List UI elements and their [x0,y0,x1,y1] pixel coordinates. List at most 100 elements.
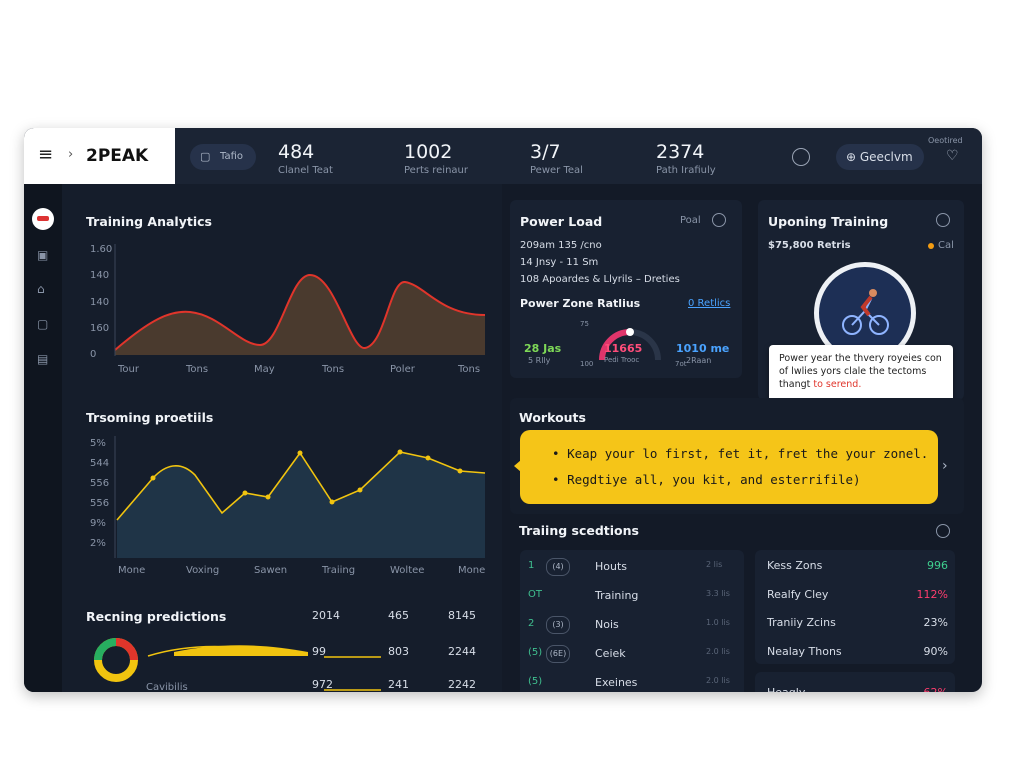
donut [94,638,138,682]
row-label: Cavibilis [146,682,188,692]
sidebar-icon[interactable]: ▤ [37,352,49,366]
right-label: 2Raan [686,356,712,365]
right-value: 1010 me [676,342,730,355]
sidebar-icon[interactable]: ⌂ [37,282,45,296]
center-label: Pedi Trooc [604,356,640,364]
x-tick-label: Mone [118,565,146,576]
info-line: 209am 135 /cno [520,240,602,251]
menu-icon[interactable]: ≡ [38,144,54,165]
zones-table-extra [755,672,955,692]
x-tick-label: May [254,364,275,375]
area-fill [115,275,485,355]
gauge [599,328,661,361]
row-name: Training [595,589,639,602]
power-load-panel: Power Load Poal 209am 135 /cno 14 Jnsy -… [510,200,742,378]
row-value: 972 [312,678,333,691]
x-tick-label: Traiing [322,565,356,576]
logo: 2PEAK [86,146,149,166]
bullet: • Regdtiye all, you kit, and esterrifile… [552,472,861,487]
x-tick-label: Tons [322,364,345,375]
info-line: 14 Jnsy - 11 Sm [520,257,599,268]
chevron: › [68,147,74,162]
stat-value: 3/7 [530,141,561,163]
points [150,449,463,505]
sidebar-icon[interactable]: ▣ [37,248,49,262]
top-icon[interactable] [792,148,810,166]
y-tick-label: 0 [90,349,97,360]
price: $75,800 Retris [768,240,851,251]
line [116,451,486,521]
row-name: Ceiek [595,647,626,660]
stat-label: Pewer Teal [530,165,583,176]
left-value: 28 Jas [524,342,562,355]
zone-name: Realfy Cley [767,587,829,601]
x-tick-label: Mone [458,565,486,576]
status: Cal [938,240,954,251]
panel-title: Trsoming proetiils [86,410,214,425]
y-tick-label: 5% [90,438,106,449]
tooltip-text: Power year the thvery royeies con of lwl… [779,352,945,391]
line [114,273,486,351]
corner-icon[interactable] [936,524,950,538]
stat-label: Path Irafiuly [656,165,716,176]
top-button[interactable]: ▢ Tafio [190,144,256,170]
x-tick-label: Tour [118,364,139,375]
scale-label: 75 [580,320,589,328]
callout-pointer [514,460,521,472]
panel-corner: Poal [680,215,701,226]
panel-title: Power Load [520,214,603,229]
next-arrow[interactable]: › [942,458,948,474]
sidebar-avatar[interactable] [32,208,54,230]
corner-icon[interactable] [712,213,726,227]
row-num: (5) [528,676,543,687]
workouts-callout: • Keap your lo first, fet it, fret the y… [520,430,938,504]
panel-title: Training Analytics [86,214,212,229]
action-label: ⊕ Geeclvm [846,150,913,164]
row-value: 241 [388,678,409,691]
main-left [62,184,502,692]
zone-value: 23% [923,616,948,629]
panel-title: Uponing Training [768,214,889,229]
tooltip-body: Power year the thvery royeies con of lwl… [779,353,942,390]
bullet: • Keap your lo first, fet it, fret the y… [552,446,929,461]
bullet-text: Regdtiye all, you kit, and esterrifile) [567,472,861,487]
action-icon: ⊕ [846,150,860,164]
zones-table [755,550,955,664]
charts-layer [94,244,486,691]
zone-name: Heaqly [767,686,805,692]
tooltip: Power year the thvery royeies con of lwl… [769,345,953,405]
zone-link[interactable]: 0 Retlics [688,298,731,309]
avatar-icon [37,216,49,221]
stat-value: 1002 [404,141,453,163]
y-tick-label: 1.60 [90,244,113,255]
sparkline-fill [174,645,308,656]
status-dot [928,243,934,249]
panel-title: Recning predictions [86,609,227,624]
x-tick-label: Voxing [186,565,220,576]
action-button[interactable]: ⊕ Geeclvm [836,144,924,170]
sidebar-icon[interactable]: ▢ [37,317,49,331]
tooltip-highlight: to serend. [813,379,862,390]
zone-value: 90% [923,644,948,658]
row-value: 2244 [448,645,476,658]
row-num: 2 [528,618,535,629]
row-num: 1 [528,560,535,571]
y-tick-label: 160 [90,322,110,334]
y-tick-label: 140 [90,270,110,282]
info-line: 108 Apoardes & Llyrils – Dreties [520,274,680,285]
dashboard: ≡ › 2PEAK ▢ Tafio ⊕ Geeclvm Oeotired ♡ ▣… [24,128,982,692]
row-value: 8145 [448,609,476,622]
panel-title: Workouts [519,410,586,425]
x-tick-label: Poler [390,364,415,375]
sessions-table [520,550,744,692]
corner-icon[interactable] [936,213,950,227]
heart-icon[interactable]: ♡ [946,148,959,164]
zone-value: 62% [904,686,948,692]
row-value: 2014 [312,609,340,622]
zone-title: Power Zone Ratlius [520,297,641,310]
row-icon: (6E) [546,645,570,663]
button-label: Tafio [220,151,243,162]
action-text: Geeclvm [859,150,913,164]
corner-label: Oeotired [928,136,963,145]
x-tick-label: Tons [458,364,481,375]
